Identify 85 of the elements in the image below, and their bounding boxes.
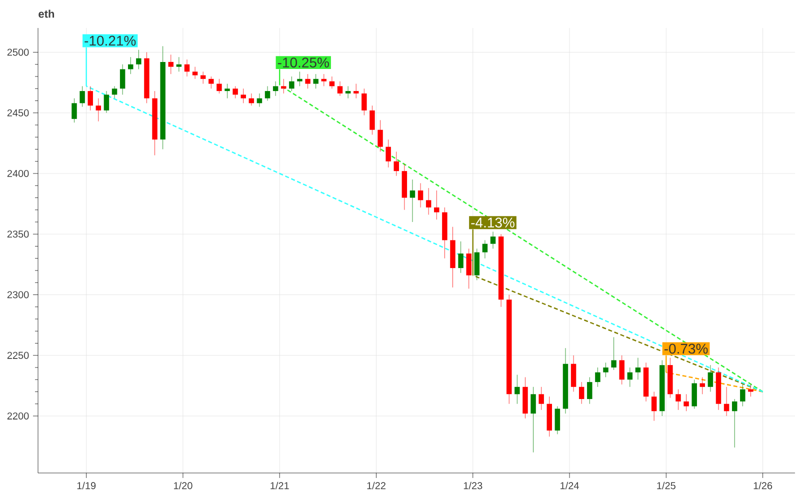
- candlestick: [378, 120, 383, 152]
- candlestick: [578, 382, 584, 404]
- candlestick: [72, 98, 77, 123]
- candlestick: [208, 76, 214, 89]
- candlestick: [426, 188, 432, 215]
- x-tick-label: 1/22: [367, 482, 386, 490]
- candlestick: [200, 71, 206, 84]
- candlestick: [353, 84, 359, 99]
- candlestick: [538, 386, 544, 410]
- candlestick: [466, 248, 472, 289]
- y-tick-label: 2250: [7, 352, 29, 359]
- candlestick: [216, 78, 222, 94]
- x-tick-label: 1/19: [77, 482, 96, 490]
- y-tick-label: 2400: [7, 170, 29, 178]
- candlestick: [418, 182, 424, 208]
- candlestick: [272, 81, 278, 96]
- candlestick: [587, 376, 592, 404]
- candlestick: [370, 105, 375, 135]
- candlestick: [337, 81, 343, 96]
- candlestick: [651, 392, 657, 422]
- candlestick: [184, 59, 190, 77]
- candlestick: [321, 74, 327, 86]
- x-tick-label: 1/25: [657, 482, 676, 490]
- annotation: -10.25%: [278, 58, 329, 68]
- candlestick: [570, 355, 576, 392]
- candlestick: [458, 241, 464, 274]
- candlestick: [232, 86, 238, 99]
- candlestick: [297, 71, 302, 86]
- candlestick: [289, 76, 294, 92]
- y-tick-label: 2450: [7, 109, 29, 116]
- candlestick: [490, 231, 496, 249]
- candlestick: [554, 406, 560, 434]
- candlestick: [313, 74, 318, 89]
- annotation: -10.21%: [84, 36, 136, 46]
- candlestick: [514, 374, 520, 404]
- candlestick: [474, 248, 480, 280]
- candlestick: [635, 358, 641, 380]
- candlestick: [708, 364, 714, 392]
- annotation: -0.73%: [664, 344, 708, 354]
- chart-title: eth: [38, 10, 54, 18]
- candlestick: [740, 384, 746, 406]
- candlestick: [732, 398, 738, 448]
- annotation: -4.13%: [471, 218, 514, 228]
- candlestick: [676, 389, 681, 410]
- candlestick: [595, 367, 600, 388]
- y-tick-label: 2350: [7, 230, 29, 238]
- x-tick-label: 1/24: [560, 482, 579, 490]
- candlestick: [176, 56, 182, 72]
- candlestick: [362, 88, 367, 116]
- candlestick: [80, 86, 85, 107]
- candlestick: [136, 50, 142, 70]
- candlestick: [619, 355, 624, 385]
- candlestick: [684, 394, 689, 412]
- candlestick: [394, 151, 399, 176]
- candlestick: [281, 78, 286, 94]
- candlestick: [724, 386, 730, 416]
- candlestick: [434, 190, 440, 220]
- candlestick: [410, 179, 416, 222]
- y-tick-label: 2200: [7, 412, 29, 420]
- y-tick-label: 2500: [7, 48, 29, 56]
- candlestick: [112, 86, 118, 99]
- x-tick-label: 1/23: [464, 482, 482, 490]
- candlestick: [120, 64, 126, 95]
- candlestick: [264, 86, 270, 101]
- candlestick: [345, 86, 351, 99]
- candlestick: [386, 139, 391, 168]
- candlestick: [104, 90, 110, 114]
- candlestick: [224, 84, 230, 99]
- candlestick: [611, 336, 616, 370]
- y-tick-label: 2300: [7, 291, 29, 298]
- candlestick: [530, 386, 536, 453]
- candlestick: [482, 240, 488, 259]
- candlestick: [240, 88, 246, 104]
- candlestick: [692, 379, 697, 409]
- candlestick: [88, 86, 93, 111]
- candlestick: [627, 367, 633, 388]
- x-tick-label: 1/20: [174, 482, 192, 490]
- x-tick-label: 1/21: [270, 482, 289, 490]
- candlestick: [96, 98, 102, 122]
- x-tick-label: 1/26: [754, 482, 772, 490]
- candlestick: [603, 362, 608, 378]
- candlestick: [700, 376, 706, 394]
- candlestick: [192, 66, 198, 80]
- candlestick: [305, 74, 310, 89]
- candlestick: [168, 54, 174, 74]
